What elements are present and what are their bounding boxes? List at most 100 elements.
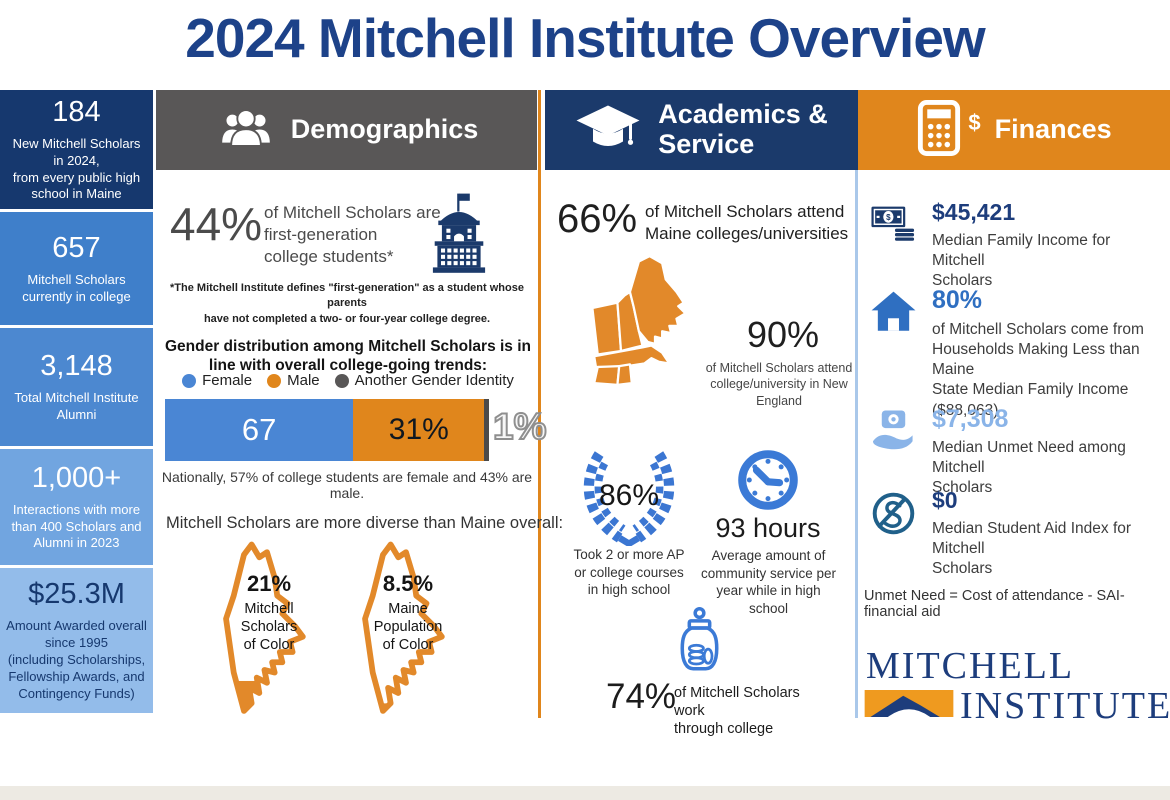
stat-label: Mitchell Scholars currently in college (22, 271, 131, 304)
legend-item-male: Male (267, 372, 320, 389)
no-dollar-icon (870, 490, 917, 542)
population-of-color-percent: 8.5% (382, 571, 434, 596)
dollar-sign-icon: $ (968, 110, 981, 135)
sidebar-stat-amount-awarded: $25.3M Amount Awarded overall since 1995… (0, 568, 153, 713)
legend-label: Another Gender Identity (354, 372, 514, 389)
gender-chart-legend: Female Male Another Gender Identity (158, 372, 538, 389)
another-gender-bar-value: 1% (492, 405, 548, 448)
academics-header: Academics & Service (545, 90, 855, 170)
map-label-block: 8.5% Maine Population of Color (342, 571, 470, 654)
stat-label: Amount Awarded overall since 1995 (inclu… (6, 618, 147, 701)
household-income-text: of Mitchell Scholars come from Household… (932, 321, 1144, 419)
legend-item-another-gender: Another Gender Identity (334, 372, 514, 389)
female-legend-dot (182, 373, 197, 388)
page-title: 2024 Mitchell Institute Overview (185, 7, 985, 69)
ap-courses-percent: 86% (598, 479, 660, 512)
sidebar-stat-interactions: 1,000+ Interactions with more than 400 S… (0, 449, 153, 565)
school-building-icon (413, 190, 505, 280)
gender-chart-caption: Nationally, 57% of college students are … (161, 469, 533, 501)
diversity-title: Mitchell Scholars are more diverse than … (166, 514, 564, 532)
maine-colleges-percent: 66% (557, 197, 638, 241)
laurel-wreath-icon: 86% (573, 448, 685, 548)
household-income-percent: 80% (932, 286, 983, 314)
logo-word-institute: INSTITUTE (960, 685, 1170, 727)
first-gen-footnote: *The Mitchell Institute defines "first-g… (170, 282, 524, 325)
median-income-text: Median Family Income for Mitchell Schola… (932, 232, 1111, 290)
calculator-icon (916, 99, 962, 162)
finances-header-label: Finances (994, 114, 1112, 145)
male-legend-dot (267, 373, 282, 388)
stat-label: Interactions with more than 400 Scholars… (11, 501, 142, 551)
people-group-icon (215, 105, 277, 156)
house-icon (870, 290, 917, 342)
maine-map-population-of-color: 8.5% Maine Population of Color (342, 539, 470, 719)
stat-value: 657 (52, 231, 101, 264)
legend-label: Male (287, 372, 320, 389)
unmet-need-text: Median Unmet Need among Mitchell Scholar… (932, 439, 1126, 497)
divider-demographics-academics (538, 90, 541, 718)
stat-label: Total Mitchell Institute Alumni (14, 390, 139, 422)
finances-header: $ Finances (858, 90, 1170, 170)
demographics-header-label: Demographics (290, 114, 479, 145)
graduation-cap-icon (572, 101, 644, 160)
bar-segment-female: 67 (165, 399, 354, 461)
new-england-map (562, 252, 714, 432)
unmet-need-value: $7,308 (932, 405, 1009, 433)
money-bills-icon: $ (870, 202, 917, 249)
stat-value: $25.3M (28, 578, 125, 611)
population-of-color-label: Maine Population of Color (373, 601, 443, 654)
another-gender-legend-dot (334, 373, 349, 388)
student-aid-index-value: $0 (932, 487, 958, 513)
divider-academics-finances (855, 170, 858, 718)
divider-academics-finances-top (855, 90, 858, 170)
maine-fill-8-5pct (365, 703, 442, 711)
female-bar-value: 67 (241, 412, 277, 447)
state-vermont (591, 301, 623, 356)
scholars-of-color-label: Mitchell Scholars of Color (240, 601, 298, 654)
sidebar-stat-new-scholars: 184 New Mitchell Scholars in 2024, from … (0, 90, 153, 209)
hand-money-icon (870, 409, 917, 456)
coin-jar-icon (676, 601, 723, 680)
state-connecticut (593, 365, 621, 387)
service-hours-text: Average amount of community service per … (700, 548, 837, 616)
state-rhode-island (616, 363, 633, 387)
median-income-value: $45,421 (932, 199, 1016, 225)
service-hours-value: 93 hours (715, 513, 821, 543)
bar-segment-another-gender (484, 399, 490, 461)
work-text: of Mitchell Scholars work through colleg… (674, 685, 800, 738)
ap-courses-text: Took 2 or more AP or college courses in … (573, 547, 685, 598)
demographics-header: Demographics (156, 90, 537, 170)
mitchell-institute-logo: MITCHELL INSTITUTE (864, 644, 1170, 725)
first-gen-percent: 44% (170, 198, 263, 250)
stat-label: New Mitchell Scholars in 2024, from ever… (12, 135, 141, 202)
stat-value: 184 (52, 95, 101, 128)
legend-label: Female (202, 372, 253, 389)
clock-icon (736, 448, 800, 512)
legend-item-female: Female (182, 372, 252, 389)
student-aid-index-text: Median Student Aid Index for Mitchell Sc… (932, 520, 1132, 578)
gender-chart-title: Gender distribution among Mitchell Schol… (164, 338, 532, 375)
logo-word-mitchell: MITCHELL (866, 645, 1075, 687)
unmet-need-formula-note: Unmet Need = Cost of attendance - SAI- f… (864, 588, 1125, 620)
stat-value: 1,000+ (31, 461, 122, 494)
map-label-block: 21% Mitchell Scholars of Color (203, 571, 331, 654)
svg-text:$: $ (886, 213, 891, 222)
maine-colleges-text: of Mitchell Scholars attend Maine colleg… (645, 202, 849, 244)
gender-stacked-bar: 67 31% (165, 399, 490, 461)
footer-strip (0, 786, 1170, 800)
stat-value: 3,148 (40, 350, 113, 383)
sidebar-stat-in-college: 657 Mitchell Scholars currently in colle… (0, 212, 153, 325)
new-england-text: of Mitchell Scholars attend college/univ… (705, 361, 853, 408)
male-bar-value: 31% (388, 413, 449, 446)
work-percent: 74% (606, 677, 677, 716)
sidebar-stat-alumni: 3,148 Total Mitchell Institute Alumni (0, 328, 153, 446)
state-maine (628, 255, 687, 345)
academics-header-label: Academics & Service (658, 99, 828, 159)
maine-map-scholars-of-color: 21% Mitchell Scholars of Color (203, 539, 331, 719)
first-gen-text: of Mitchell Scholars are first-generatio… (264, 203, 441, 267)
new-england-percent: 90% (746, 314, 820, 355)
logo-mountain-icon (864, 690, 954, 722)
maine-fill-21pct (226, 680, 303, 711)
bar-segment-male: 31% (353, 399, 485, 461)
